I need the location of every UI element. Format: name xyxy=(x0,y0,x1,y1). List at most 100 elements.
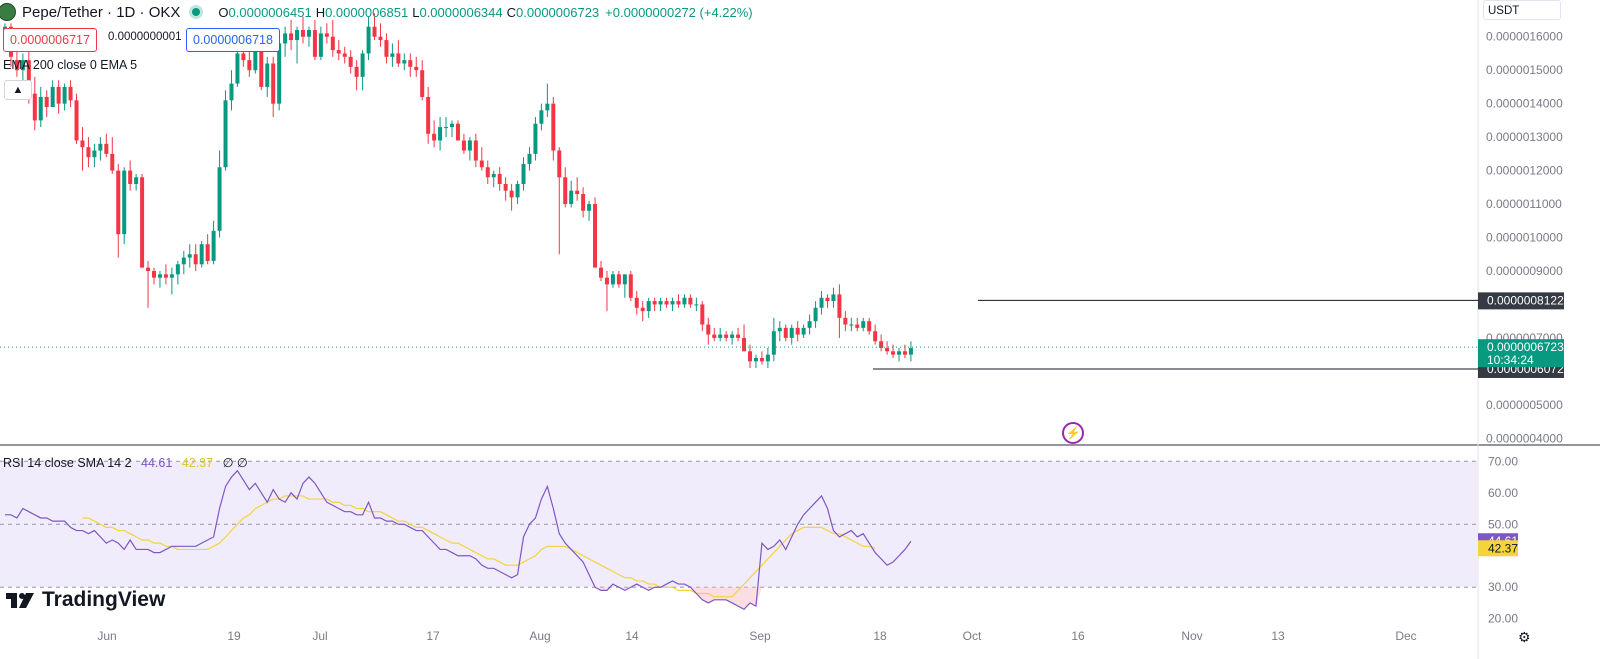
candle-body xyxy=(646,301,651,312)
candle-body xyxy=(223,100,228,168)
rsi-axis-label-1: 60.00 xyxy=(1488,486,1518,500)
candle-body xyxy=(759,357,764,362)
candle-body xyxy=(396,53,401,64)
candle-body xyxy=(610,274,615,285)
gear-icon[interactable]: ⚙ xyxy=(1518,629,1531,645)
rsi-sma-badge-bg xyxy=(1478,540,1518,557)
candle-body xyxy=(157,274,162,278)
time-axis-label-0: Jun xyxy=(97,629,116,643)
candle-body xyxy=(80,140,85,148)
symbol-legend: Pepe/Tether · 1D · OKX O 0.0000006451 H 0.… xyxy=(0,2,753,22)
rsi-sma-line xyxy=(82,495,876,598)
spread-value: 0.0000000001 xyxy=(108,31,182,43)
candle-body xyxy=(897,351,901,355)
candle-body xyxy=(152,270,156,278)
candle-body xyxy=(640,307,645,312)
candle-body xyxy=(444,127,449,129)
time-axis-label-8: Oct xyxy=(963,629,982,643)
candle-body xyxy=(330,36,335,51)
chevron-up-icon[interactable]: ▲ xyxy=(4,80,32,100)
candle-body xyxy=(306,30,311,37)
candle-body xyxy=(241,53,246,61)
rsi-sma-badge-text: 42.37 xyxy=(1488,541,1518,555)
candle-body xyxy=(420,70,425,97)
price-axis-label-10: 0.0000004000 xyxy=(1486,431,1563,445)
time-axis-label-1: 19 xyxy=(227,629,241,643)
candle-body xyxy=(694,304,699,306)
upper-level-badge-text-0: 0.0000008122 xyxy=(1487,293,1564,307)
rsi-value: 44.61 xyxy=(141,456,173,470)
candle-body xyxy=(128,170,133,184)
candle-body xyxy=(473,140,478,161)
candle-body xyxy=(688,297,693,305)
candle-body xyxy=(432,133,437,141)
high-value: 0.0000006851 xyxy=(325,4,409,20)
candle-body xyxy=(134,177,139,184)
time-axis-label-6: Sep xyxy=(749,629,771,643)
buy-price-button[interactable]: 0.0000006718 xyxy=(186,28,280,52)
candle-body xyxy=(742,337,747,352)
last-price-badge-text-1: 10:34:24 xyxy=(1487,353,1534,367)
candle-body xyxy=(908,347,913,355)
candle-body xyxy=(563,177,568,205)
candle-body xyxy=(354,66,359,77)
price-axis-label-4: 0.0000012000 xyxy=(1486,164,1563,178)
candle-body xyxy=(652,301,657,305)
ema-indicator-legend[interactable]: EMA 200 close 0 EMA 5 xyxy=(3,58,138,72)
candle-body xyxy=(670,301,675,305)
candle-body xyxy=(450,123,454,128)
upper-level-badge-bg xyxy=(1478,292,1564,310)
candle-body xyxy=(777,327,782,332)
candle-body xyxy=(485,167,490,178)
candle-body xyxy=(849,324,854,326)
candle-body xyxy=(879,341,884,348)
price-axis-label-7: 0.0000009000 xyxy=(1486,264,1563,278)
candle-body xyxy=(533,123,538,154)
candle-body xyxy=(98,143,103,151)
candle-body xyxy=(175,264,180,275)
sell-price-button[interactable]: 0.0000006717 xyxy=(3,28,97,52)
candle-body xyxy=(253,50,258,71)
candle-body xyxy=(116,170,121,235)
candle-body xyxy=(235,53,240,84)
candle-body xyxy=(366,26,371,54)
candle-body xyxy=(408,60,413,67)
candle-body xyxy=(545,103,550,111)
candle-body xyxy=(581,194,586,211)
price-axis-label-6: 0.0000010000 xyxy=(1486,231,1563,245)
candle-body xyxy=(20,60,25,71)
currency-selector[interactable]: USDT xyxy=(1483,0,1561,20)
candle-body xyxy=(634,297,639,308)
candle-body xyxy=(74,100,79,141)
candle-body xyxy=(527,153,532,164)
rsi-indicator-legend[interactable]: RSI 14 close SMA 14 2 44.61 42.37 ∅ ∅ xyxy=(3,455,248,470)
candle-body xyxy=(753,357,758,362)
candle-body xyxy=(50,86,55,108)
change-value: +0.0000000272 (+4.22%) xyxy=(605,4,753,20)
symbol-title[interactable]: Pepe/Tether · 1D · OKX xyxy=(22,3,181,21)
candle-body xyxy=(312,30,317,57)
candle-body xyxy=(551,103,556,151)
pepe-logo-icon xyxy=(0,3,16,21)
candle-body xyxy=(402,60,407,64)
price-axis-label-0: 0.0000016000 xyxy=(1486,30,1563,44)
candle-body xyxy=(497,173,502,184)
time-axis-label-9: 16 xyxy=(1071,629,1085,643)
candle-body xyxy=(283,33,288,44)
candle-body xyxy=(414,66,419,71)
rsi-sma-value: 42.37 xyxy=(181,456,214,470)
candle-body xyxy=(324,33,329,37)
candle-body xyxy=(455,123,460,141)
lightning-event-icon[interactable]: ⚡ xyxy=(1062,422,1084,444)
candle-body xyxy=(348,56,353,67)
candle-body xyxy=(110,153,115,171)
candle-body xyxy=(372,26,377,37)
price-axis-label-9: 0.0000005000 xyxy=(1486,398,1563,412)
time-axis-label-2: Jul xyxy=(312,629,327,643)
candle-body xyxy=(569,190,574,205)
candle-body xyxy=(271,63,276,104)
tradingview-mark-icon xyxy=(6,590,36,610)
candle-body xyxy=(384,40,389,57)
candle-body xyxy=(56,86,61,104)
